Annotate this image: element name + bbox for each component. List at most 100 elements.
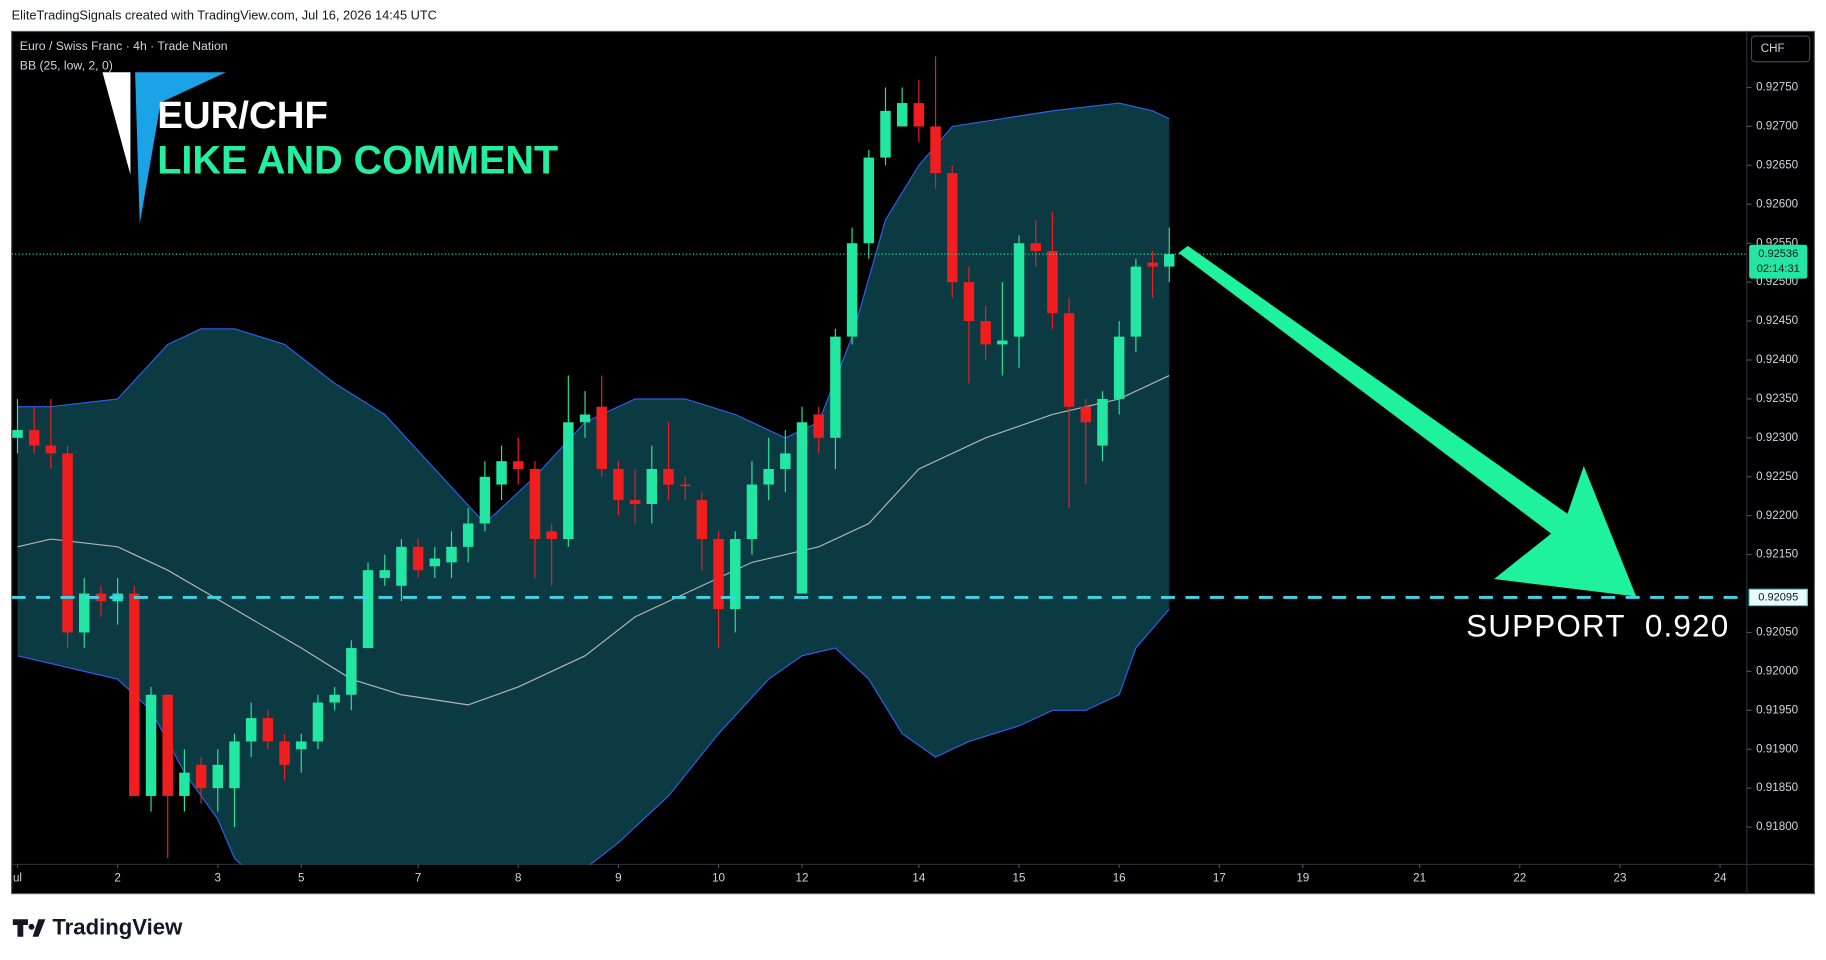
candle-body <box>846 243 858 337</box>
candle-body <box>429 558 441 567</box>
candle-body <box>947 173 958 283</box>
candle-body <box>1063 313 1075 407</box>
candle-body <box>663 468 674 485</box>
candle-body <box>997 340 1008 345</box>
candle-body <box>696 500 708 540</box>
footer-logo-icon <box>12 919 46 937</box>
y-tick-label: 0.92650 <box>1756 158 1799 171</box>
footer-logo-text: TradingView <box>52 914 183 939</box>
y-tick-label: 0.91900 <box>1756 742 1799 755</box>
y-tick-label: 0.92400 <box>1756 353 1799 366</box>
candle-body <box>1013 243 1025 337</box>
candle-body <box>629 500 641 505</box>
candle-body <box>229 741 240 789</box>
candle-body <box>396 546 407 586</box>
support-label-box <box>1748 588 1808 607</box>
candle-body <box>863 157 875 244</box>
y-tick-label: 0.92700 <box>1756 120 1799 133</box>
candle-body <box>646 468 658 505</box>
candle-body <box>546 531 557 540</box>
y-tick-label: 0.92200 <box>1756 509 1799 522</box>
x-tick-label: 3 <box>215 872 221 885</box>
y-tick-label: 0.92300 <box>1756 431 1799 444</box>
last-price-box <box>1749 244 1808 279</box>
candle-body <box>563 422 574 540</box>
candle-body <box>212 764 224 789</box>
candle-body <box>346 648 357 695</box>
candle-body <box>1164 254 1175 267</box>
y-tick-label: 0.92000 <box>1756 664 1799 677</box>
candle-body <box>1130 266 1142 337</box>
x-tick-label: 10 <box>712 872 725 885</box>
candle-body <box>195 764 207 789</box>
candle-body <box>679 484 691 487</box>
x-tick-label: 19 <box>1296 872 1309 885</box>
candle-body <box>1147 262 1158 267</box>
candle-body <box>713 539 724 610</box>
x-tick-label: 9 <box>615 872 621 885</box>
candle-body <box>746 484 758 540</box>
candle-body <box>129 593 140 796</box>
candle-body <box>529 468 541 540</box>
bb-fill <box>17 103 1170 865</box>
candle-body <box>62 453 73 633</box>
candle-body <box>12 430 23 438</box>
candle-body <box>930 126 941 174</box>
bb-upper <box>17 102 1170 525</box>
x-tick-label: 5 <box>298 872 304 885</box>
candle-body <box>1030 243 1041 251</box>
candle-body <box>28 430 40 446</box>
candle-body <box>613 468 624 501</box>
candle-body <box>79 593 90 633</box>
y-tick-label: 0.91850 <box>1756 781 1799 794</box>
y-tick-label: 0.92750 <box>1756 81 1799 94</box>
candle-body <box>95 593 107 602</box>
y-tick-label: 0.92450 <box>1756 314 1799 327</box>
x-tick-label: 15 <box>1013 872 1026 885</box>
candle-body <box>880 110 891 158</box>
plot <box>11 56 1747 865</box>
candle-body <box>963 282 975 322</box>
candle-body <box>830 336 841 438</box>
x-tick-label: 23 <box>1613 872 1626 885</box>
candle-body <box>45 445 57 454</box>
last-price-label: 0.92536 <box>1758 248 1798 260</box>
x-tick-label: 16 <box>1113 872 1126 885</box>
axes: 0.91800 0.91850 0.91900 0.91950 0.92000 0.920… <box>13 81 1808 885</box>
x-tick-label: 24 <box>1714 872 1727 885</box>
candle-body <box>763 468 774 485</box>
y-tick-label: 0.91950 <box>1756 703 1799 716</box>
candle-body <box>312 702 324 742</box>
candle-body <box>513 461 524 469</box>
candle-body <box>279 741 290 765</box>
candle-body <box>980 321 991 345</box>
countdown-label: 02:14:31 <box>1757 263 1800 275</box>
x-tick-label: 2 <box>114 872 120 885</box>
candle-body <box>896 103 908 127</box>
candle-body <box>262 718 274 742</box>
arrow <box>1178 245 1637 597</box>
title-annotation: EUR/CHF <box>157 94 328 137</box>
candle-body <box>796 422 808 594</box>
x-tick-label: 14 <box>912 872 925 885</box>
support-text: SUPPORT 0.920 <box>1466 608 1729 643</box>
candle-body <box>496 461 507 485</box>
footer-logo: TradingView <box>12 914 183 939</box>
attribution: EliteTradingSignals created with Trading… <box>12 8 437 23</box>
x-tick-label: 17 <box>1213 872 1226 885</box>
candle-body <box>1097 398 1108 446</box>
y-tick-label: 0.92150 <box>1756 548 1799 561</box>
currency-label: CHF <box>1761 42 1785 55</box>
support-label: 0.92095 <box>1758 591 1798 603</box>
candle-body <box>245 718 257 742</box>
candle-body <box>362 570 374 649</box>
candle-body <box>462 523 474 547</box>
x-tick-label: 8 <box>515 872 521 885</box>
bb-lower <box>17 608 1170 865</box>
candle-body <box>596 406 607 469</box>
currency-button[interactable] <box>1750 35 1811 63</box>
bb-middle <box>17 375 1170 706</box>
x-tick-label: 7 <box>415 872 421 885</box>
x-tick-label: 12 <box>796 872 809 885</box>
